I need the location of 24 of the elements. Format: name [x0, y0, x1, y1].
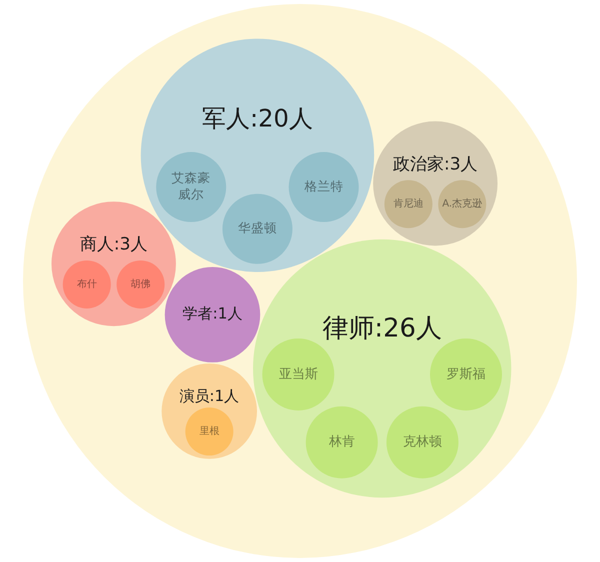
- text: 肯尼迪: [393, 198, 424, 210]
- text: 布什: [76, 279, 97, 290]
- text: 林肯: [328, 434, 355, 450]
- category-label: 演员: [179, 386, 210, 405]
- data-label: :1人: [209, 386, 240, 405]
- text: 格兰特: [304, 178, 344, 194]
- text: 亚当斯: [278, 366, 318, 382]
- text: 里根: [199, 426, 220, 438]
- category-label: 律师: [322, 314, 374, 344]
- category-label: 政治家: [393, 154, 444, 174]
- text: A.杰克逊: [442, 198, 482, 210]
- category-label: 军人: [202, 104, 250, 133]
- text: 罗斯福: [446, 366, 486, 382]
- data-label: :1人: [212, 304, 242, 323]
- data-label: :3人: [114, 234, 148, 255]
- text: 华盛顿: [238, 220, 277, 236]
- category-label: 商人: [80, 234, 114, 255]
- text: 克林顿: [402, 434, 442, 450]
- text: 艾森豪威尔: [172, 170, 211, 202]
- text: 胡佛: [130, 279, 151, 290]
- category-label: 学者: [182, 304, 213, 323]
- data-label: :3人: [444, 154, 478, 174]
- data-label: :26人: [374, 314, 442, 344]
- data-label: :20人: [250, 104, 313, 133]
